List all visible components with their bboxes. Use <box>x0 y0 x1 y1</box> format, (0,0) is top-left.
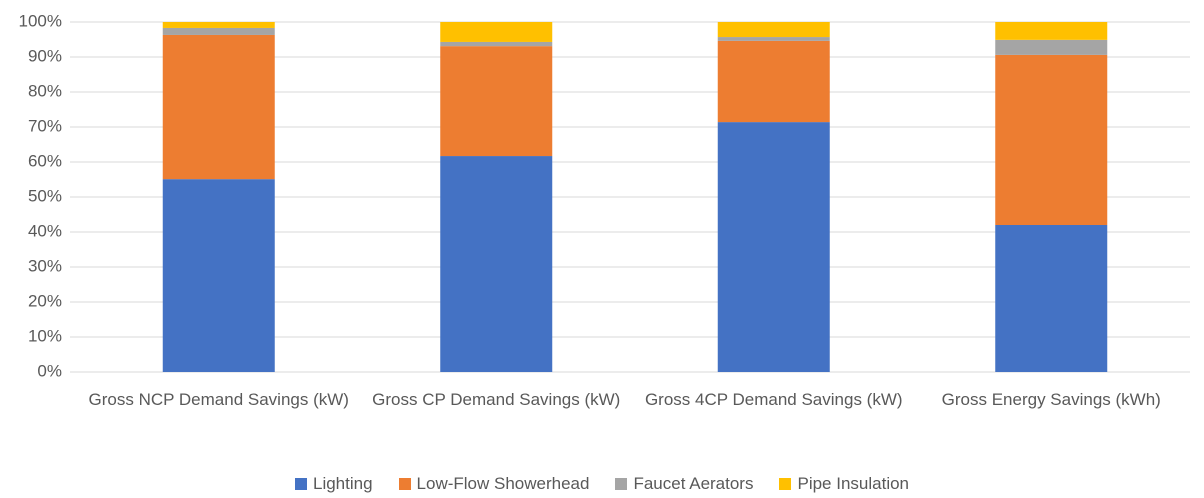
legend-item: Pipe Insulation <box>779 474 909 494</box>
bar-segment <box>440 41 553 47</box>
y-tick-label: 70% <box>28 116 62 135</box>
legend-label: Faucet Aerators <box>633 474 754 493</box>
y-tick-label: 10% <box>28 326 62 345</box>
legend-swatch <box>779 478 792 490</box>
y-tick-label: 30% <box>28 256 62 275</box>
bar-segment <box>995 39 1108 55</box>
bar-segment <box>440 46 553 157</box>
legend-swatch <box>294 478 307 490</box>
y-tick-label: 20% <box>28 291 62 310</box>
bar-segment <box>717 37 830 41</box>
bar-segment <box>717 22 830 38</box>
bar-segment <box>162 22 275 28</box>
legend-label: Lighting <box>312 474 373 493</box>
bar-segment <box>440 22 553 42</box>
bar-segment <box>995 22 1108 40</box>
x-tick-label: Gross NCP Demand Savings (kW) <box>88 390 349 409</box>
legend-item: Lighting <box>294 474 373 494</box>
legend-item: Faucet Aerators <box>615 474 753 494</box>
y-tick-label: 0% <box>37 361 62 380</box>
bar-segment <box>717 40 830 123</box>
legend-label: Pipe Insulation <box>797 474 910 493</box>
x-tick-label: Gross CP Demand Savings (kW) <box>372 390 621 409</box>
legend: Lighting Low-Flow Showerhead Faucet Aerato… <box>0 474 1204 494</box>
legend-swatch <box>615 478 628 490</box>
bar-segment <box>717 122 830 372</box>
x-tick-label: Gross Energy Savings (kWh) <box>941 390 1161 409</box>
bar-segment <box>440 156 553 372</box>
y-tick-label: 100% <box>19 11 62 30</box>
legend-swatch <box>398 478 411 490</box>
bar-segment <box>162 179 275 372</box>
y-tick-label: 50% <box>28 186 62 205</box>
legend-item: Low-Flow Showerhead <box>398 474 590 494</box>
y-tick-label: 60% <box>28 151 62 170</box>
bar-segment <box>162 34 275 180</box>
y-tick-label: 90% <box>28 46 62 65</box>
y-tick-label: 80% <box>28 81 62 100</box>
legend-label: Low-Flow Showerhead <box>416 474 590 493</box>
bar-segment <box>995 225 1108 372</box>
bar-segment <box>995 54 1108 226</box>
bar-segment <box>162 27 275 35</box>
y-tick-label: 40% <box>28 221 62 240</box>
x-tick-label: Gross 4CP Demand Savings (kW) <box>644 390 903 409</box>
